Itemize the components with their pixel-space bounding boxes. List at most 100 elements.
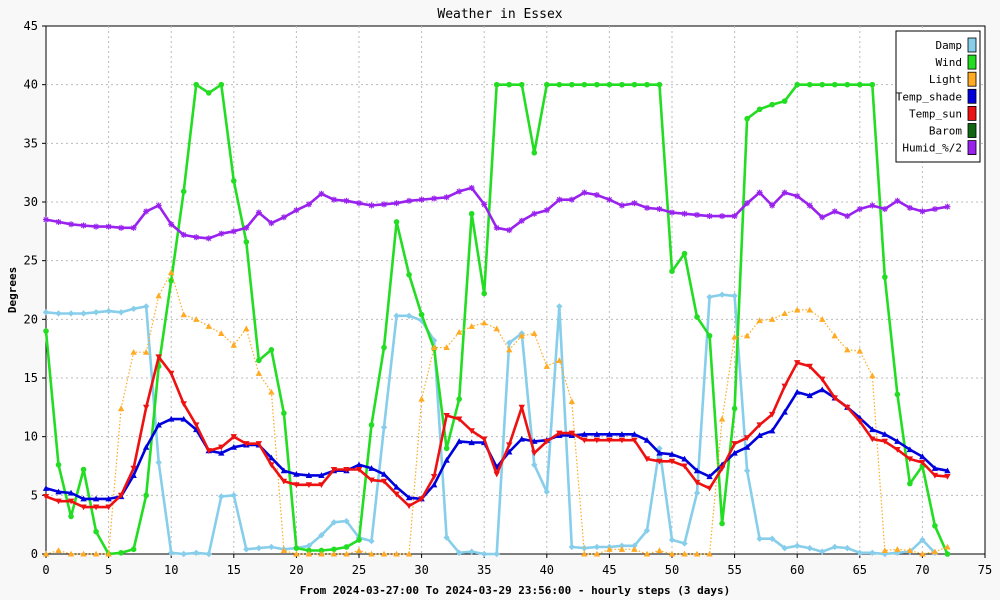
data-point-humid-2 <box>643 204 650 211</box>
data-point-temp-shade <box>731 449 738 456</box>
data-point-temp-shade <box>681 455 688 462</box>
data-point-temp-shade <box>506 448 513 455</box>
data-point-light <box>543 363 550 369</box>
data-point-humid-2 <box>756 189 763 196</box>
data-point-humid-2 <box>68 221 75 228</box>
data-point-light <box>856 347 863 354</box>
data-point-damp <box>831 543 838 551</box>
data-point-humid-2 <box>205 235 212 242</box>
data-point-temp-sun <box>455 416 463 423</box>
data-point-wind <box>180 188 187 195</box>
data-point-temp-sun <box>881 438 889 445</box>
data-point-temp-shade <box>42 485 50 491</box>
data-point-temp-sun <box>656 458 663 465</box>
data-point-temp-shade <box>606 431 613 437</box>
data-point-wind <box>481 290 488 297</box>
data-point-temp-sun <box>518 404 525 411</box>
data-point-temp-shade <box>894 438 901 444</box>
x-tick-label: 75 <box>978 563 992 577</box>
data-point-humid-2 <box>944 203 951 210</box>
data-point-damp <box>318 532 325 539</box>
data-point-light <box>468 323 475 329</box>
data-point-wind <box>130 546 137 553</box>
series-humid-2 <box>43 184 951 242</box>
data-point-temp-shade <box>405 494 413 501</box>
data-point-wind <box>556 81 563 88</box>
data-point-light <box>193 316 200 322</box>
data-point-humid-2 <box>130 224 137 231</box>
data-point-temp-sun <box>618 437 626 444</box>
data-point-humid-2 <box>493 224 500 231</box>
data-point-temp-sun <box>731 441 738 447</box>
legend-swatch <box>967 140 977 156</box>
data-point-damp <box>168 549 175 557</box>
data-point-wind <box>393 219 400 225</box>
data-point-wind <box>331 546 337 553</box>
x-tick-label: 40 <box>540 563 554 577</box>
data-point-wind <box>594 81 600 88</box>
data-point-light <box>293 550 300 557</box>
data-point-temp-sun <box>280 478 288 485</box>
data-point-temp-shade <box>756 432 763 439</box>
data-point-temp-shade <box>318 472 325 478</box>
data-point-wind <box>844 81 851 88</box>
data-point-temp-shade <box>768 427 776 434</box>
data-point-wind <box>531 149 538 156</box>
data-point-temp-shade <box>906 446 914 453</box>
data-point-damp <box>556 303 563 310</box>
data-point-temp-sun <box>543 438 550 445</box>
data-point-wind <box>343 544 350 550</box>
data-point-light <box>756 317 763 324</box>
data-point-temp-sun <box>806 363 813 370</box>
data-point-temp-sun <box>493 471 500 478</box>
data-point-temp-sun <box>318 482 325 488</box>
data-point-temp-sun <box>581 437 588 444</box>
data-point-temp-sun <box>693 479 701 486</box>
data-point-light <box>117 405 125 412</box>
data-point-temp-sun <box>743 435 751 442</box>
data-point-humid-2 <box>318 190 325 197</box>
data-point-temp-sun <box>155 354 162 361</box>
data-point-light <box>92 550 100 557</box>
data-point-temp-shade <box>280 467 288 474</box>
data-point-light <box>42 550 50 557</box>
data-point-temp-shade <box>67 489 75 496</box>
data-point-humid-2 <box>906 204 913 211</box>
data-point-damp <box>155 459 162 466</box>
data-point-wind <box>932 523 938 529</box>
data-point-humid-2 <box>193 234 200 241</box>
data-point-temp-sun <box>831 395 838 402</box>
data-point-damp <box>481 550 488 558</box>
data-point-light <box>218 330 225 336</box>
data-point-humid-2 <box>568 196 575 203</box>
data-point-temp-sun <box>756 422 763 429</box>
data-point-wind <box>894 391 901 398</box>
data-point-light <box>55 547 62 554</box>
data-point-light <box>318 550 325 557</box>
data-point-wind <box>168 277 174 284</box>
data-point-humid-2 <box>280 214 287 221</box>
data-point-light <box>768 316 776 322</box>
legend-swatch <box>967 106 977 121</box>
data-point-light <box>481 319 488 326</box>
data-point-wind <box>243 239 250 245</box>
data-point-temp-shade <box>631 431 638 437</box>
data-point-temp-sun <box>768 411 776 418</box>
data-point-wind <box>218 81 225 88</box>
data-point-temp-shade <box>80 495 87 502</box>
data-point-light <box>656 547 663 554</box>
y-tick-label: 40 <box>24 78 38 92</box>
data-point-temp-shade <box>293 471 300 477</box>
data-point-temp-sun <box>443 412 450 419</box>
legend-label: Temp_sun <box>909 107 962 120</box>
data-point-humid-2 <box>894 197 901 204</box>
y-tick-label: 20 <box>24 312 38 326</box>
data-point-wind <box>819 81 826 88</box>
data-point-humid-2 <box>418 196 425 203</box>
data-point-wind <box>306 547 312 554</box>
data-point-damp <box>455 549 463 557</box>
data-point-light <box>781 310 788 317</box>
data-point-temp-shade <box>643 436 651 443</box>
data-point-light <box>568 398 576 405</box>
data-point-light <box>906 547 914 554</box>
